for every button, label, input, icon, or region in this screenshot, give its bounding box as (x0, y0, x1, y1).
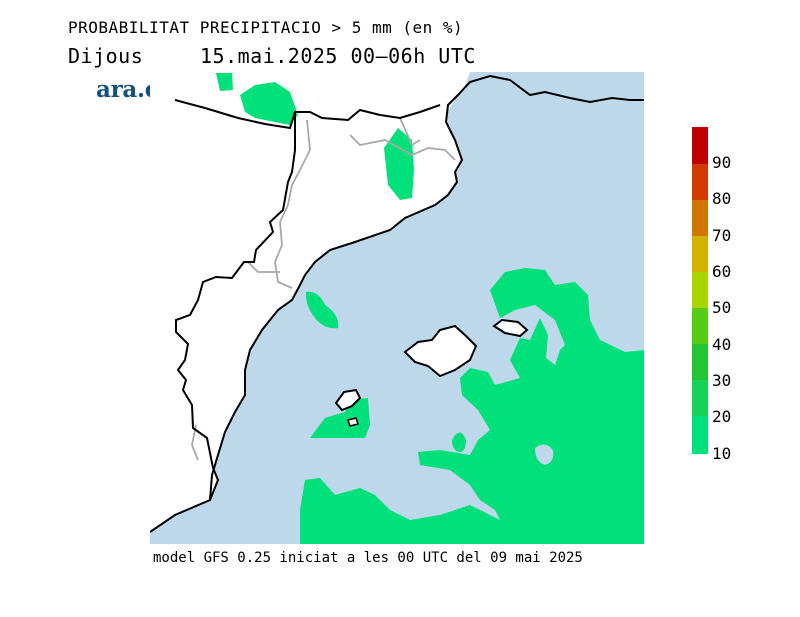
legend-label-90: 90 (712, 153, 732, 172)
forecast-time: Dijous 15.mai.2025 00–06h UTC (68, 44, 476, 68)
legend-swatch-90-100 (692, 127, 708, 164)
legend-label-30: 30 (712, 371, 732, 390)
legend-swatch-10-20 (692, 416, 708, 454)
chart-title: PROBABILITAT PRECIPITACIO > 5 mm (en %) (68, 18, 464, 37)
legend-label-20: 20 (712, 407, 732, 426)
regional-boundary-2 (247, 261, 280, 273)
prob-area-10-20-pyrenees (240, 82, 298, 125)
legend-label-50: 50 (712, 298, 732, 317)
prob-area-10-20-south (300, 478, 520, 544)
legend-swatch-30-40 (692, 344, 708, 380)
forecast-day: Dijous (68, 44, 144, 68)
prob-area-10-20-andorra (216, 73, 233, 91)
legend-swatch-60-70 (692, 236, 708, 272)
prob-area-10-20-east (418, 268, 644, 544)
model-info: model GFS 0.25 iniciat a les 00 UTC del … (153, 550, 583, 566)
legend-swatch-80-90 (692, 164, 708, 200)
forecast-datetime: 15.mai.2025 00–06h UTC (200, 44, 476, 68)
island-ibiza (334, 388, 362, 412)
island-mallorca (403, 324, 478, 378)
coastline (209, 74, 644, 501)
legend-label-40: 40 (712, 335, 732, 354)
regional-boundary-3 (349, 134, 456, 161)
island-menorca (492, 318, 529, 338)
legend-label-80: 80 (712, 189, 732, 208)
legend-label-70: 70 (712, 226, 732, 245)
regional-boundary-4 (399, 117, 421, 147)
prob-area-10-20-girona (384, 128, 414, 200)
legend-swatch-20-30 (692, 380, 708, 416)
legend-swatch-50-60 (692, 272, 708, 308)
regional-boundary-5 (191, 424, 199, 461)
legend-swatch-40-50 (692, 308, 708, 344)
national-border-west (150, 112, 296, 533)
legend-swatch-70-80 (692, 200, 708, 236)
prob-area-10-20-sea-2 (305, 291, 339, 329)
island-formentera (347, 417, 359, 427)
legend-label-60: 60 (712, 262, 732, 281)
prob-area-10-20-ibiza (310, 398, 370, 438)
national-border-france (174, 99, 441, 130)
legend-label-10: 10 (712, 444, 732, 463)
prob-area-10-20-sea-1 (452, 432, 466, 452)
